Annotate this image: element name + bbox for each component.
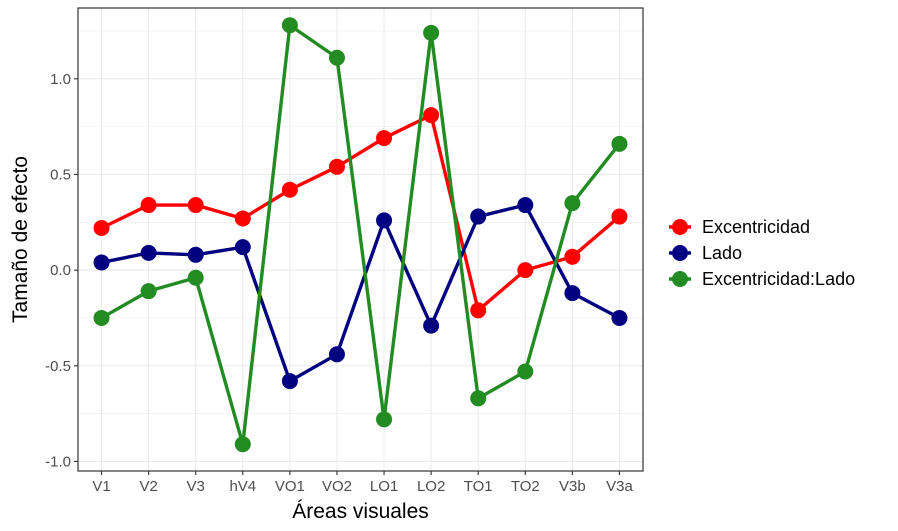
data-point [234,210,251,227]
x-tick-label: TO1 [464,478,493,495]
data-point [423,317,440,334]
y-tick-label: 1.0 [50,71,71,88]
data-point [611,309,628,326]
x-tick-label: hV4 [229,478,256,495]
data-point [423,107,440,124]
series-excentricidad-lado [93,17,628,453]
series-lado [93,197,628,390]
legend-item: Lado [669,243,742,263]
x-tick-label: V2 [139,478,157,495]
data-point [281,17,298,34]
data-point [376,411,393,428]
data-point [611,208,628,225]
data-point [187,269,204,286]
x-tick-label: V3 [187,478,205,495]
data-point [564,285,581,302]
x-tick-label: TO2 [511,478,540,495]
legend-item: Excentricidad:Lado [669,269,855,289]
legend-key-marker [672,219,688,235]
y-axis-title: Tamaño de efecto [9,156,32,323]
y-tick-label: 0.5 [50,166,71,183]
data-point [140,197,157,214]
data-point [328,158,345,175]
series-line [100,23,621,446]
data-point [281,373,298,390]
legend-key-marker [672,245,688,261]
x-axis-title: Áreas visuales [292,500,429,523]
axes: -1.0 -0.5 0.0 0.5 1.0 V1 V2 V3 hV4 VO1 VO2 LO1 LO2 TO… [45,71,633,495]
data-point [564,195,581,212]
series-excentricidad [93,107,628,319]
x-tick-label: LO2 [417,478,445,495]
data-point [328,49,345,66]
data-point [140,283,157,300]
x-tick-label: V3b [559,478,586,495]
data-point [234,436,251,453]
data-point [93,254,110,271]
data-point [376,212,393,229]
data-point [470,302,487,319]
plot-panel-border [77,7,644,472]
data-point [517,197,534,214]
data-point [281,181,298,198]
data-point [93,309,110,326]
data-point [93,220,110,237]
data-point [470,390,487,407]
data-point [140,244,157,261]
data-point [470,208,487,225]
legend-key-marker [672,271,688,287]
legend: Excentricidad Lado Excentricidad:Lado [669,217,855,289]
x-tick-label: VO1 [275,478,305,495]
data-point [517,262,534,279]
data-point [328,346,345,363]
data-point [611,135,628,152]
y-tick-label: -1.0 [45,453,71,470]
legend-label: Excentricidad [702,217,810,237]
legend-item: Excentricidad [669,217,810,237]
data-point [234,239,251,256]
x-tick-label: VO2 [322,478,352,495]
legend-label: Lado [702,243,742,263]
data-point [423,24,440,41]
x-tick-label: LO1 [370,478,398,495]
data-point [376,130,393,147]
y-tick-label: 0.0 [50,262,71,279]
x-tick-label: V3a [606,478,633,495]
x-tick-label: V1 [92,478,110,495]
legend-label: Excentricidad:Lado [702,269,855,289]
series-layer [93,17,628,453]
data-point [517,363,534,380]
data-point [187,197,204,214]
data-point [564,248,581,265]
y-tick-label: -0.5 [45,358,71,375]
data-point [187,246,204,263]
